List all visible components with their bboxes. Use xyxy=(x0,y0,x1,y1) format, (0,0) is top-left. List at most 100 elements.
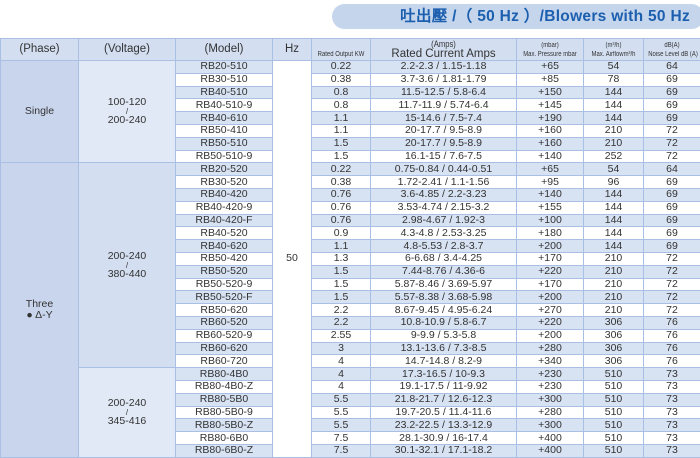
amps-cell: 28.1-30.9 / 16-17.4 xyxy=(370,431,517,445)
airflow-cell: 96 xyxy=(583,175,644,189)
airflow-cell: 78 xyxy=(583,72,644,87)
kw-cell: 1.5 xyxy=(311,277,371,292)
amps-cell: 3.6-4.85 / 2.2-3.23 xyxy=(370,187,517,202)
pressure-cell: +160 xyxy=(516,136,584,151)
model-cell: RB80-6B0-Z xyxy=(175,443,273,458)
noise-cell: 73 xyxy=(643,392,700,407)
pressure-cell: +220 xyxy=(516,264,584,279)
model-cell: RB20-520 xyxy=(175,162,273,177)
table-row: RB60-520 2.2 10.8-10.9 / 5.8-6.7 +220 306 76 xyxy=(1,315,700,330)
pressure-cell: +65 xyxy=(516,60,584,74)
noise-cell: 72 xyxy=(643,149,700,164)
amps-cell: 11.5-12.5 / 5.8-6.4 xyxy=(370,85,517,100)
header-row: (Phase) (Voltage) (Model) Hz Rated Outpu… xyxy=(0,38,700,61)
noise-cell: 72 xyxy=(643,277,700,292)
kw-cell: 0.8 xyxy=(311,98,371,113)
pressure-cell: +200 xyxy=(516,328,584,343)
model-cell: RB50-520-F xyxy=(175,290,273,305)
model-cell: RB50-510-9 xyxy=(175,149,273,164)
noise-cell: 76 xyxy=(643,315,700,330)
amps-cell: 20-17.7 / 9.5-8.9 xyxy=(370,136,517,151)
noise-cell: 73 xyxy=(643,405,700,420)
kw-cell: 3 xyxy=(311,341,371,356)
model-cell: RB50-410 xyxy=(175,123,273,138)
voltage-cell: 200-240/380-440 xyxy=(78,162,176,369)
model-cell: RB40-420 xyxy=(175,187,273,202)
airflow-cell: 510 xyxy=(583,392,644,407)
pressure-cell: +280 xyxy=(516,405,584,420)
kw-cell: 4 xyxy=(311,367,371,381)
model-cell: RB40-510-9 xyxy=(175,98,273,113)
noise-cell: 73 xyxy=(643,367,700,381)
kw-cell: 5.5 xyxy=(311,418,371,433)
header-pressure: (mbar) Max. Pressure mbar xyxy=(516,38,584,61)
table-row: RB80-6B0-Z 7.5 30.1-32.1 / 17.1-18.2 +400 51… xyxy=(1,443,700,458)
header-amps: (Amps) Rated Current Amps xyxy=(370,38,517,61)
amps-cell: 16.1-15 / 7.6-7.5 xyxy=(370,149,517,164)
airflow-cell: 144 xyxy=(583,111,644,125)
kw-cell: 5.5 xyxy=(311,405,371,420)
table-row: RB40-620 1.1 4.8-5.53 / 2.8-3.7 +200 144 69 xyxy=(1,239,700,253)
kw-cell: 0.38 xyxy=(311,175,371,189)
header-kw: Rated Output KW xyxy=(311,38,371,61)
noise-cell: 72 xyxy=(643,123,700,138)
table-row: RB80-5B0 5.5 21.8-21.7 / 12.6-12.3 +300 510 7… xyxy=(1,392,700,407)
table-row: RB50-520-F 1.5 5.57-8.38 / 3.68-5.98 +200 21… xyxy=(1,290,700,305)
airflow-cell: 210 xyxy=(583,303,644,317)
amps-cell: 3.7-3.6 / 1.81-1.79 xyxy=(370,72,517,87)
kw-cell: 4 xyxy=(311,379,371,394)
header-noise: dB(A) Noise Level dB (A) xyxy=(643,38,700,61)
pressure-cell: +150 xyxy=(516,85,584,100)
amps-cell: 23.2-22.5 / 13.3-12.9 xyxy=(370,418,517,433)
amps-cell: 9-9.9 / 5.3-5.8 xyxy=(370,328,517,343)
airflow-cell: 54 xyxy=(583,60,644,74)
kw-cell: 0.38 xyxy=(311,72,371,87)
pressure-cell: +200 xyxy=(516,290,584,305)
amps-cell: 14.7-14.8 / 8.2-9 xyxy=(370,354,517,369)
kw-cell: 1.5 xyxy=(311,136,371,151)
kw-cell: 2.2 xyxy=(311,315,371,330)
airflow-cell: 144 xyxy=(583,213,644,228)
table-row: RB50-520-9 1.5 5.87-8.46 / 3.69-5.97 +170 21… xyxy=(1,277,700,292)
pressure-cell: +95 xyxy=(516,175,584,189)
amps-cell: 2.98-4.67 / 1.92-3 xyxy=(370,213,517,228)
airflow-cell: 252 xyxy=(583,149,644,164)
pressure-cell: +230 xyxy=(516,379,584,394)
header-model: (Model) xyxy=(175,38,273,61)
pressure-cell: +140 xyxy=(516,149,584,164)
airflow-cell: 54 xyxy=(583,162,644,177)
header-voltage: (Voltage) xyxy=(78,38,176,61)
table-row: RB50-620 2.2 8.67-9.45 / 4.95-6.24 +270 210 7… xyxy=(1,303,700,317)
phase-cell: Three ● Δ-Y xyxy=(0,162,79,458)
airflow-cell: 306 xyxy=(583,328,644,343)
pressure-cell: +300 xyxy=(516,392,584,407)
table-row: RB80-5B0-Z 5.5 23.2-22.5 / 13.3-12.9 +300 51… xyxy=(1,418,700,433)
model-cell: RB60-520-9 xyxy=(175,328,273,343)
table-row: RB50-410 1.1 20-17.7 / 9.5-8.9 +160 210 72 xyxy=(1,123,700,138)
model-cell: RB60-520 xyxy=(175,315,273,330)
amps-cell: 8.67-9.45 / 4.95-6.24 xyxy=(370,303,517,317)
model-cell: RB50-520-9 xyxy=(175,277,273,292)
amps-cell: 0.75-0.84 / 0.44-0.51 xyxy=(370,162,517,177)
pressure-cell: +100 xyxy=(516,213,584,228)
amps-cell: 5.57-8.38 / 3.68-5.98 xyxy=(370,290,517,305)
pressure-cell: +170 xyxy=(516,251,584,266)
airflow-cell: 210 xyxy=(583,290,644,305)
kw-cell: 7.5 xyxy=(311,443,371,458)
model-cell: RB30-520 xyxy=(175,175,273,189)
amps-cell: 17.3-16.5 / 10-9.3 xyxy=(370,367,517,381)
noise-cell: 72 xyxy=(643,136,700,151)
airflow-cell: 510 xyxy=(583,418,644,433)
model-cell: RB40-610 xyxy=(175,111,273,125)
table-row: RB60-520-9 2.55 9-9.9 / 5.3-5.8 +200 306 76 xyxy=(1,328,700,343)
amps-cell: 6-6.68 / 3.4-4.25 xyxy=(370,251,517,266)
amps-cell: 19.7-20.5 / 11.4-11.6 xyxy=(370,405,517,420)
blower-spec-table: (Phase) (Voltage) (Model) Hz Rated Outpu… xyxy=(0,38,700,458)
header-airflow: (m³/h) Max. Airflowm³/h xyxy=(583,38,644,61)
kw-cell: 1.3 xyxy=(311,251,371,266)
model-cell: RB80-6B0 xyxy=(175,431,273,445)
pressure-cell: +160 xyxy=(516,123,584,138)
noise-cell: 69 xyxy=(643,111,700,125)
table-row: RB40-510 0.8 11.5-12.5 / 5.8-6.4 +150 144 69 xyxy=(1,85,700,100)
table-row: RB50-420 1.3 6-6.68 / 3.4-4.25 +170 210 72 xyxy=(1,251,700,266)
